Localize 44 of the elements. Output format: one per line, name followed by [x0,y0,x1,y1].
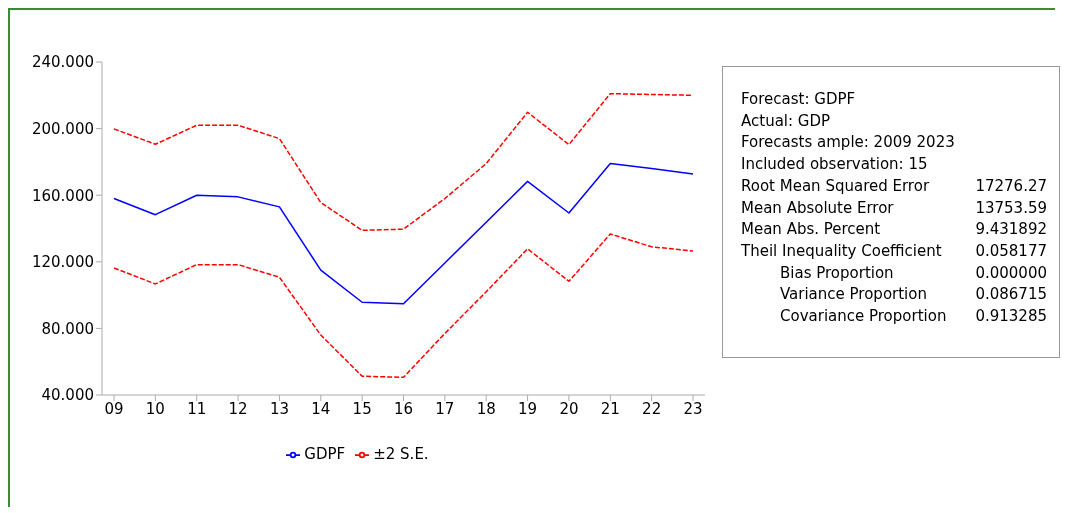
text: 13753.59 [975,197,1047,219]
text: 0.058177 [975,240,1047,262]
y-tick-label: 200.000 [31,119,94,138]
y-tick-label: 120.000 [31,253,94,272]
text: Forecast: GDPF [741,89,857,110]
x-tick-label: 11 [187,399,207,418]
text: Bias Proportion [779,262,894,284]
x-tick-label: 09 [104,399,124,418]
text: 17276.27 [975,175,1047,197]
line-series [113,162,694,305]
text: 0.000000 [975,262,1047,284]
text: Actual: GDP [741,110,832,132]
text: 0.086715 [975,284,1047,306]
x-tick-label: 10 [145,399,165,418]
x-tick-label: 19 [518,399,538,418]
text: Theil Inequality Coefficient [741,240,942,262]
x-tick-label: 23 [683,399,703,418]
text: Included observation: 15 [741,154,929,176]
text: 9.431892 [975,219,1047,241]
x-tick-label: 17 [435,399,455,418]
y-tick-label: 80.000 [41,319,94,338]
text: Mean Absolute Error [741,197,894,219]
text: Forecasts ample: 2009 2023 [741,132,956,154]
legend-label: GDPF [304,445,346,463]
x-tick-label: 18 [476,399,496,418]
x-tick-label: 12 [228,399,248,418]
text: Mean Abs. Percent [741,219,881,241]
x-tick-label: 13 [269,399,289,418]
y-tick-label: 160.000 [31,186,94,205]
legend-label: ±2 S.E. [373,445,429,463]
y-tick-label: 40.000 [41,386,94,405]
line-series [113,233,694,379]
text: Variance Proportion [779,284,927,306]
text: Covariance Proportion [779,306,947,328]
y-tick-label: 240.000 [31,53,94,72]
x-tick-label: 16 [393,399,414,418]
x-tick-label: 15 [352,399,372,418]
x-tick-label: 14 [311,399,331,418]
x-tick-label: 21 [600,399,620,418]
line-series [113,92,694,232]
text: 0.913285 [975,306,1047,328]
text: Root Mean Squared Error [741,175,930,197]
x-tick-label: 22 [642,399,662,418]
x-tick-label: 20 [559,399,579,418]
